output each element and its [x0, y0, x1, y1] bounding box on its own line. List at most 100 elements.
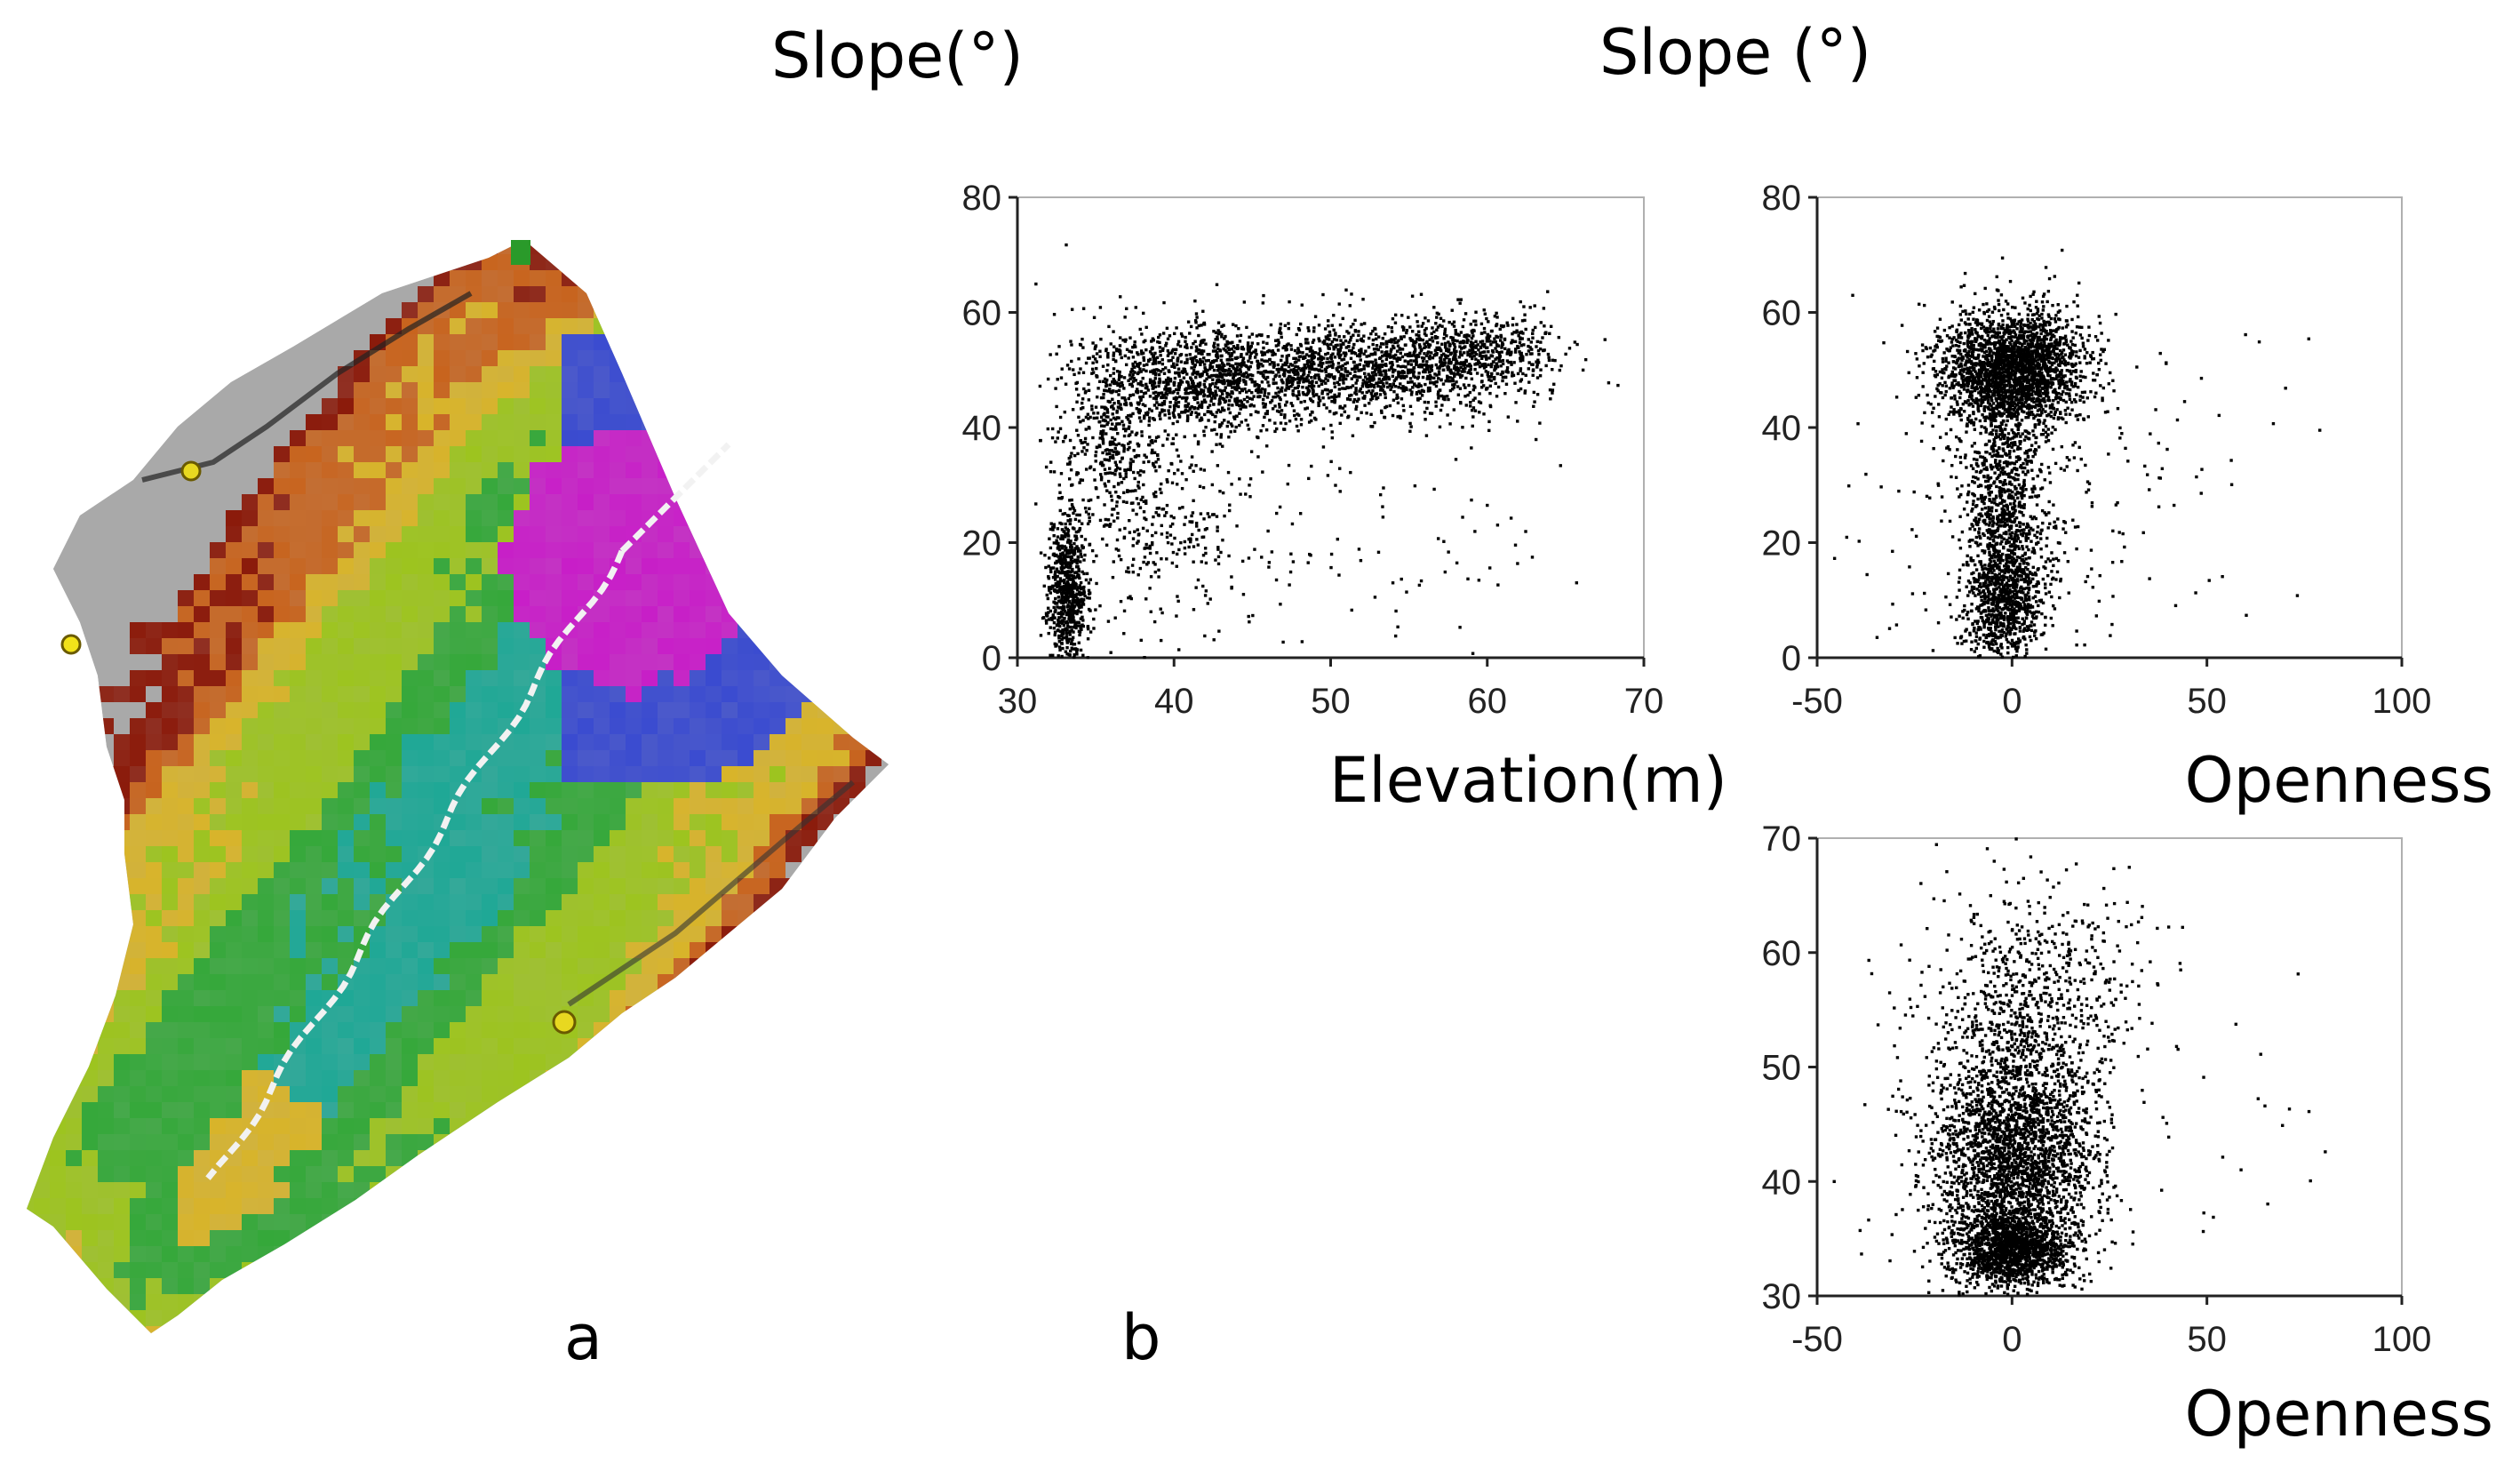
- data-point: [1417, 330, 1421, 333]
- data-point: [1130, 430, 1134, 434]
- data-point: [1180, 486, 1184, 491]
- data-point: [1437, 370, 1441, 373]
- data-point: [1076, 609, 1081, 612]
- data-point: [1957, 351, 1961, 355]
- data-point: [1285, 356, 1288, 360]
- data-point: [1322, 380, 1326, 383]
- data-point: [2062, 336, 2066, 340]
- data-point: [1288, 363, 1293, 366]
- data-point: [1216, 347, 1220, 350]
- data-point: [1280, 378, 1283, 382]
- data-point: [1353, 318, 1357, 323]
- data-point: [1347, 340, 1351, 344]
- data-point: [1118, 496, 1121, 500]
- data-point: [1161, 508, 1166, 511]
- data-point: [1532, 390, 1536, 395]
- data-point: [1415, 363, 1418, 366]
- data-point: [1070, 359, 1073, 364]
- data-point: [1148, 350, 1152, 354]
- data-point: [1375, 364, 1379, 368]
- data-point: [1074, 388, 1079, 391]
- data-point: [2025, 412, 2030, 415]
- data-point: [2029, 378, 2032, 382]
- data-point: [1114, 428, 1118, 431]
- data-point: [1411, 330, 1415, 333]
- data-point: [1185, 361, 1189, 364]
- data-point: [1062, 602, 1065, 605]
- data-point: [1362, 322, 1367, 325]
- data-point: [1436, 537, 1440, 540]
- data-point: [1329, 354, 1334, 357]
- data-point: [1542, 348, 1545, 352]
- data-point: [1207, 405, 1210, 410]
- data-point: [1213, 415, 1217, 419]
- data-point: [2052, 347, 2056, 350]
- data-point: [1227, 436, 1231, 439]
- data-point: [1137, 416, 1142, 420]
- data-point: [1495, 316, 1499, 319]
- data-point: [1290, 364, 1295, 367]
- data-point: [1437, 372, 1441, 376]
- data-point: [1123, 403, 1127, 406]
- data-point: [1459, 365, 1463, 370]
- x-tick-label: 70: [1624, 682, 1664, 721]
- data-point: [2039, 341, 2043, 346]
- data-point: [1471, 355, 1474, 359]
- data-point: [1106, 415, 1110, 419]
- data-point: [1107, 324, 1111, 329]
- data-point: [1269, 370, 1273, 374]
- data-point: [1161, 444, 1165, 447]
- data-point: [1164, 341, 1168, 345]
- data-point: [1391, 316, 1395, 321]
- data-point: [1143, 516, 1146, 520]
- data-point: [1189, 540, 1192, 544]
- data-point: [1216, 386, 1220, 390]
- data-point: [1101, 442, 1105, 445]
- x-axis-label: Openness: [2185, 744, 2493, 817]
- panel-a-title: Slope(°): [771, 20, 1024, 92]
- data-point: [1436, 325, 1440, 329]
- data-point: [1089, 630, 1093, 634]
- data-point: [1232, 417, 1237, 420]
- data-point: [1177, 395, 1182, 399]
- data-point: [1160, 391, 1164, 395]
- data-point: [1105, 471, 1110, 476]
- data-point: [1443, 570, 1447, 574]
- data-point: [1169, 515, 1173, 518]
- data-point: [1176, 404, 1180, 409]
- data-point: [1287, 342, 1290, 346]
- data-point: [1339, 364, 1344, 369]
- data-point: [1060, 642, 1064, 645]
- data-point: [1045, 614, 1049, 618]
- data-point: [1308, 380, 1312, 385]
- data-point: [1424, 340, 1429, 345]
- data-point: [1248, 404, 1252, 408]
- data-point: [1462, 318, 1466, 322]
- data-point: [1345, 373, 1350, 378]
- data-point: [1265, 341, 1269, 346]
- data-point: [1131, 412, 1135, 416]
- data-point: [1128, 413, 1132, 417]
- data-point: [1518, 340, 1522, 345]
- data-point: [1484, 354, 1488, 358]
- data-point: [1062, 620, 1065, 623]
- data-point: [1135, 512, 1138, 516]
- data-point: [1350, 377, 1354, 380]
- data-point: [1063, 609, 1067, 613]
- data-point: [1199, 361, 1202, 364]
- data-point: [1073, 551, 1077, 556]
- data-point: [2068, 397, 2072, 402]
- data-point: [1151, 533, 1154, 538]
- data-point: [1117, 548, 1120, 552]
- data-point: [1490, 354, 1495, 358]
- data-point: [1389, 349, 1392, 353]
- data-point: [1493, 337, 1496, 340]
- data-point: [1458, 350, 1463, 354]
- data-point: [1197, 385, 1201, 388]
- data-point: [1203, 594, 1208, 597]
- data-point: [1208, 383, 1212, 387]
- data-point: [1298, 322, 1303, 326]
- data-point: [1131, 380, 1136, 383]
- data-point: [1204, 589, 1208, 593]
- data-point: [1287, 322, 1290, 325]
